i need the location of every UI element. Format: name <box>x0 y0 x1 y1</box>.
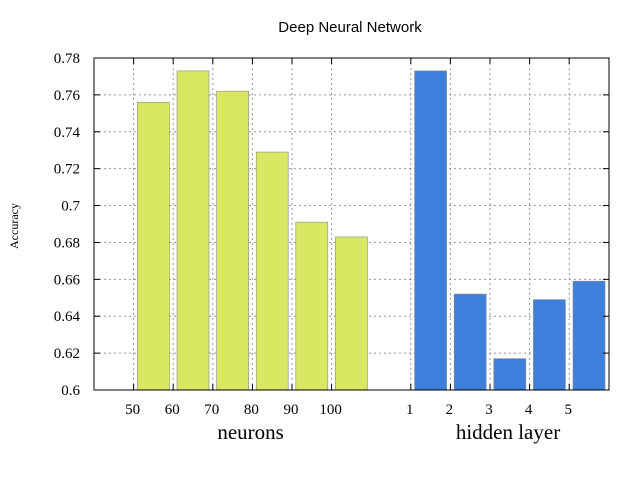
x-tick-label: 3 <box>485 402 493 418</box>
x-tick-label: 5 <box>564 402 572 418</box>
tick-labels: 0.6 0.62 0.64 0.66 0.68 0.7 0.72 0.74 0.76 0.78 50… <box>54 51 572 444</box>
y-tick-label: 0.6 <box>61 383 80 399</box>
bar <box>572 280 606 391</box>
bar <box>137 101 170 391</box>
bar <box>533 299 566 391</box>
bar <box>255 151 289 391</box>
y-tick-label: 0.66 <box>54 272 81 288</box>
group-label: neurons <box>217 420 284 444</box>
bar <box>493 358 527 391</box>
x-tick-label: 2 <box>446 402 454 418</box>
bar <box>335 236 368 391</box>
group-label: hidden layer <box>456 420 560 444</box>
x-tick-label: 100 <box>319 402 342 418</box>
y-tick-label: 0.72 <box>54 162 80 178</box>
bar <box>453 293 487 391</box>
plot-frame <box>93 57 610 391</box>
x-tick-label: 90 <box>284 402 299 418</box>
y-tick-label: 0.62 <box>54 346 80 362</box>
y-tick-label: 0.74 <box>54 125 81 141</box>
axis-ticks <box>94 57 609 391</box>
y-tick-label: 0.68 <box>54 235 80 251</box>
y-tick-label: 0.64 <box>54 309 81 325</box>
bar <box>414 70 447 391</box>
y-tick-label: 0.7 <box>61 199 80 215</box>
y-tick-label: 0.76 <box>54 88 81 104</box>
x-tick-label: 50 <box>125 402 140 418</box>
bars <box>137 70 606 391</box>
bar <box>176 70 210 391</box>
x-tick-label: 1 <box>406 402 414 418</box>
y-axis-label: Accuracy <box>7 203 21 249</box>
chart-title: Deep Neural Network <box>278 19 422 36</box>
x-tick-label: 60 <box>165 402 180 418</box>
x-tick-label: 70 <box>204 402 219 418</box>
x-tick-label: 80 <box>244 402 259 418</box>
y-tick-label: 0.78 <box>54 51 80 67</box>
bar <box>216 90 249 391</box>
x-tick-label: 4 <box>525 402 533 418</box>
bar <box>295 221 329 391</box>
